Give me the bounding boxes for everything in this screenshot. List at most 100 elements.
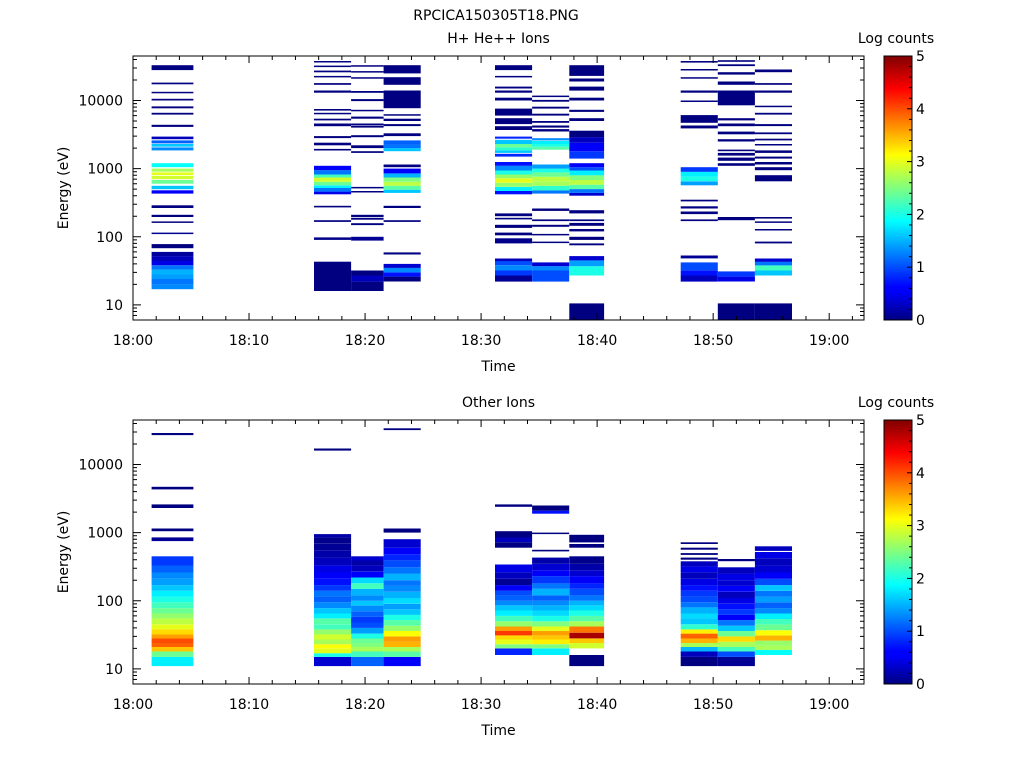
heatmap-cell: [532, 140, 570, 144]
heatmap-cells: [151, 60, 792, 320]
heatmap-cell: [383, 625, 421, 631]
heatmap-cell: [569, 163, 605, 168]
heatmap-cell: [495, 531, 533, 538]
heatmap-cell: [151, 261, 194, 266]
heatmap-cell: [569, 243, 605, 246]
heatmap-cell: [151, 572, 194, 579]
heatmap-cell: [383, 185, 421, 190]
heatmap-cell: [569, 588, 605, 596]
y-tick-label: 10: [105, 662, 123, 678]
heatmap-cell: [351, 560, 384, 566]
heatmap-cell: [151, 486, 194, 490]
heatmap-cell: [351, 622, 384, 628]
heatmap-cell: [495, 504, 533, 507]
heatmap-cell: [151, 65, 194, 71]
heatmap-cell: [383, 77, 421, 85]
heatmap-cell: [351, 71, 384, 73]
heatmap-cell: [314, 142, 352, 146]
heatmap-cell: [151, 106, 194, 109]
heatmap-cell: [151, 214, 194, 217]
heatmap-cell: [383, 144, 421, 149]
heatmap-cell: [569, 544, 605, 548]
heatmap-cell: [151, 602, 194, 609]
heatmap-cell: [151, 221, 194, 223]
heatmap-cell: [569, 137, 605, 143]
heatmap-cell: [532, 224, 570, 227]
heatmap-cell: [680, 181, 718, 186]
heatmap-cell: [495, 136, 533, 139]
heatmap-cell: [495, 542, 533, 548]
heatmap-cell: [314, 205, 352, 208]
heatmap-cell: [495, 186, 533, 191]
heatmap-cell: [151, 274, 194, 279]
heatmap-cell: [532, 621, 570, 627]
heatmap-cell: [151, 537, 194, 542]
heatmap-cell: [532, 570, 570, 577]
heatmap-cell: [383, 547, 421, 555]
heatmap-cell: [151, 168, 194, 172]
heatmap-cell: [717, 591, 755, 598]
heatmap-cell: [314, 181, 352, 186]
x-axis-label: Time: [480, 723, 515, 739]
plot-frame: [132, 55, 865, 321]
heatmap-cell: [495, 65, 533, 71]
heatmap-cell: [383, 252, 421, 255]
heatmap-cell: [151, 256, 194, 261]
heatmap-cell: [532, 626, 570, 631]
heatmap-cell: [383, 181, 421, 186]
heatmap-cell: [717, 609, 755, 615]
heatmap-cell: [569, 189, 605, 193]
heatmap-cell: [680, 651, 718, 657]
heatmap-cell: [314, 543, 352, 551]
heatmap-cell: [532, 106, 570, 109]
heatmap-cell: [754, 124, 792, 127]
heatmap-cell: [532, 190, 570, 194]
heatmap-cell: [680, 206, 718, 209]
heatmap-cell: [351, 123, 384, 125]
heatmap-cell: [717, 614, 755, 621]
heatmap-cell: [383, 609, 421, 615]
heatmap-cell: [383, 65, 421, 74]
y-axis-label: Energy (eV): [56, 147, 72, 230]
heatmap-cell: [717, 636, 755, 642]
colorbar-label: Log counts: [858, 395, 934, 411]
heatmap-cell: [383, 263, 421, 268]
heatmap-cell: [314, 557, 352, 566]
heatmap-cell: [680, 255, 718, 259]
heatmap-cell: [314, 550, 352, 558]
heatmap-cell: [495, 595, 533, 601]
heatmap-cell: [314, 188, 352, 192]
heatmap-cell: [495, 97, 533, 101]
heatmap-cell: [717, 573, 755, 581]
heatmap-cell: [351, 638, 384, 643]
heatmap-cell: [717, 152, 755, 156]
heatmap-cell: [532, 208, 570, 211]
heatmap-cell: [569, 621, 605, 627]
x-tick-label: 18:40: [577, 697, 617, 713]
heatmap-cell: [680, 61, 718, 63]
heatmap-cell: [495, 238, 533, 244]
heatmap-cell: [383, 133, 421, 137]
heatmap-cell: [754, 112, 792, 115]
heatmap-cell: [351, 651, 384, 657]
heatmap-cell: [314, 61, 352, 63]
heatmap-cell: [569, 222, 605, 226]
heatmap-cell: [314, 634, 352, 640]
heatmap-cell: [314, 602, 352, 609]
heatmap-cell: [569, 643, 605, 649]
heatmap-cell: [680, 629, 718, 634]
heatmap-cell: [383, 636, 421, 642]
colorbar-tick-label: 1: [916, 260, 925, 276]
heatmap-cell: [569, 192, 605, 196]
heatmap-cell: [680, 633, 718, 639]
heatmap-cell: [532, 164, 570, 169]
heatmap-cell: [351, 191, 384, 193]
heatmap-cell: [532, 176, 570, 182]
heatmap-cell: [383, 656, 421, 667]
heatmap-cell: [495, 86, 533, 89]
heatmap-cell: [680, 77, 718, 79]
heatmap-cell: [532, 631, 570, 636]
heatmap-cell: [532, 144, 570, 147]
heatmap-cell: [495, 147, 533, 151]
